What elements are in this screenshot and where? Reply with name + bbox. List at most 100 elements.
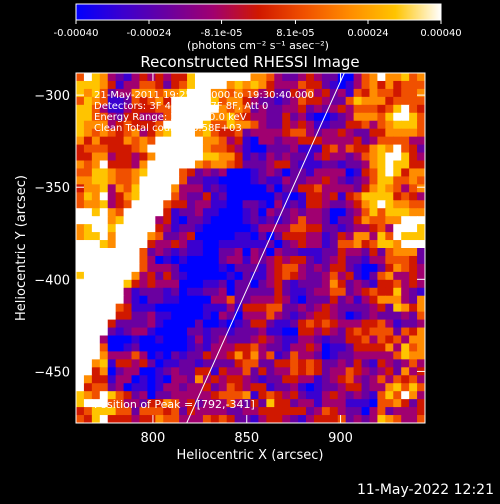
heatmap-cell [163, 367, 172, 376]
heatmap-cell [131, 240, 141, 249]
heatmap-cell [329, 271, 339, 281]
heatmap-cell [409, 407, 418, 416]
heatmap-cell [107, 279, 117, 289]
heatmap-cell [298, 112, 307, 122]
heatmap-cell [123, 128, 133, 138]
heatmap-cell [369, 327, 379, 337]
heatmap-cell [194, 232, 204, 241]
heatmap-cell [393, 287, 402, 297]
y-tick-label: −450 [34, 365, 70, 380]
heatmap-cell [250, 112, 260, 122]
heatmap-cell [337, 176, 347, 185]
heatmap-cell [163, 112, 172, 122]
heatmap-cell [282, 391, 291, 400]
heatmap-cell [163, 335, 172, 345]
heatmap-cell [226, 327, 236, 337]
heatmap-cell [76, 192, 85, 201]
heatmap-cell [139, 144, 148, 154]
heatmap-cell [258, 152, 267, 162]
heatmap-cell [91, 216, 101, 225]
heatmap-cell [401, 319, 410, 329]
heatmap-cell [91, 224, 101, 233]
heatmap-cell [353, 303, 363, 313]
heatmap-cell [91, 303, 101, 313]
heatmap-cell [171, 104, 180, 114]
heatmap-cell [234, 73, 244, 82]
heatmap-cell [76, 240, 85, 249]
heatmap-cell [147, 375, 156, 384]
heatmap-cell [298, 415, 307, 423]
heatmap-cell [83, 383, 93, 392]
heatmap-cell [369, 168, 379, 178]
heatmap-cell [242, 216, 252, 225]
heatmap-cell [99, 200, 109, 209]
heatmap-cell [345, 184, 355, 193]
heatmap-cell [115, 152, 125, 162]
heatmap-cell [409, 399, 418, 408]
heatmap-cell [131, 335, 141, 345]
heatmap-cell [321, 120, 331, 130]
heatmap-cell [409, 224, 418, 233]
heatmap-cell [266, 224, 275, 233]
heatmap-cell [234, 80, 244, 90]
heatmap-cell [210, 295, 220, 305]
heatmap-cell [242, 192, 252, 201]
heatmap-cell [266, 303, 275, 313]
heatmap-cell [147, 224, 156, 233]
heatmap-cell [377, 128, 386, 138]
heatmap-cell [377, 136, 386, 146]
heatmap-cell [353, 168, 363, 178]
heatmap-cell [226, 96, 236, 106]
heatmap-cell [218, 73, 228, 82]
heatmap-cell [401, 73, 410, 82]
heatmap-cell [298, 200, 307, 209]
heatmap-cell [250, 224, 260, 233]
heatmap-cell [234, 399, 244, 408]
heatmap-cell [250, 176, 260, 185]
heatmap-cell [226, 391, 236, 400]
heatmap-cell [131, 399, 141, 408]
heatmap-cell [242, 120, 252, 130]
heatmap-cell [218, 255, 228, 265]
heatmap-cell [202, 136, 212, 146]
heatmap-cell [266, 351, 275, 360]
heatmap-cell [155, 224, 164, 233]
heatmap-cell [202, 319, 212, 329]
heatmap-cell [329, 240, 339, 249]
heatmap-cell [361, 104, 371, 114]
heatmap-cell [409, 184, 418, 193]
heatmap-cell [131, 327, 141, 337]
heatmap-cell [163, 255, 172, 265]
heatmap-cell [250, 248, 260, 257]
heatmap-cell [242, 96, 252, 106]
heatmap-cell [377, 73, 386, 82]
heatmap-cell [147, 184, 156, 193]
heatmap-cell [345, 279, 355, 289]
heatmap-cell [139, 73, 148, 82]
heatmap-cell [417, 144, 425, 154]
heatmap-cell [282, 375, 291, 384]
heatmap-cell [329, 128, 339, 138]
heatmap-cell [393, 263, 402, 273]
heatmap-cell [282, 128, 291, 138]
heatmap-cell [369, 232, 379, 241]
heatmap-cell [313, 120, 323, 130]
heatmap-cell [329, 311, 339, 321]
heatmap-cell [76, 200, 85, 209]
heatmap-cell [187, 351, 196, 360]
heatmap-cell [76, 128, 85, 138]
heatmap-cell [202, 327, 212, 337]
heatmap-cell [171, 152, 180, 162]
heatmap-cell [298, 192, 307, 201]
heatmap-cell [258, 255, 267, 265]
heatmap-cell [377, 88, 386, 98]
heatmap-cell [131, 168, 141, 178]
heatmap-cell [377, 399, 386, 408]
heatmap-cell [218, 224, 228, 233]
heatmap-cell [353, 343, 363, 353]
heatmap-cell [139, 96, 148, 106]
heatmap-cell [274, 88, 283, 98]
heatmap-cell [147, 248, 156, 257]
heatmap-cell [321, 407, 331, 416]
heatmap-cell [131, 184, 141, 193]
